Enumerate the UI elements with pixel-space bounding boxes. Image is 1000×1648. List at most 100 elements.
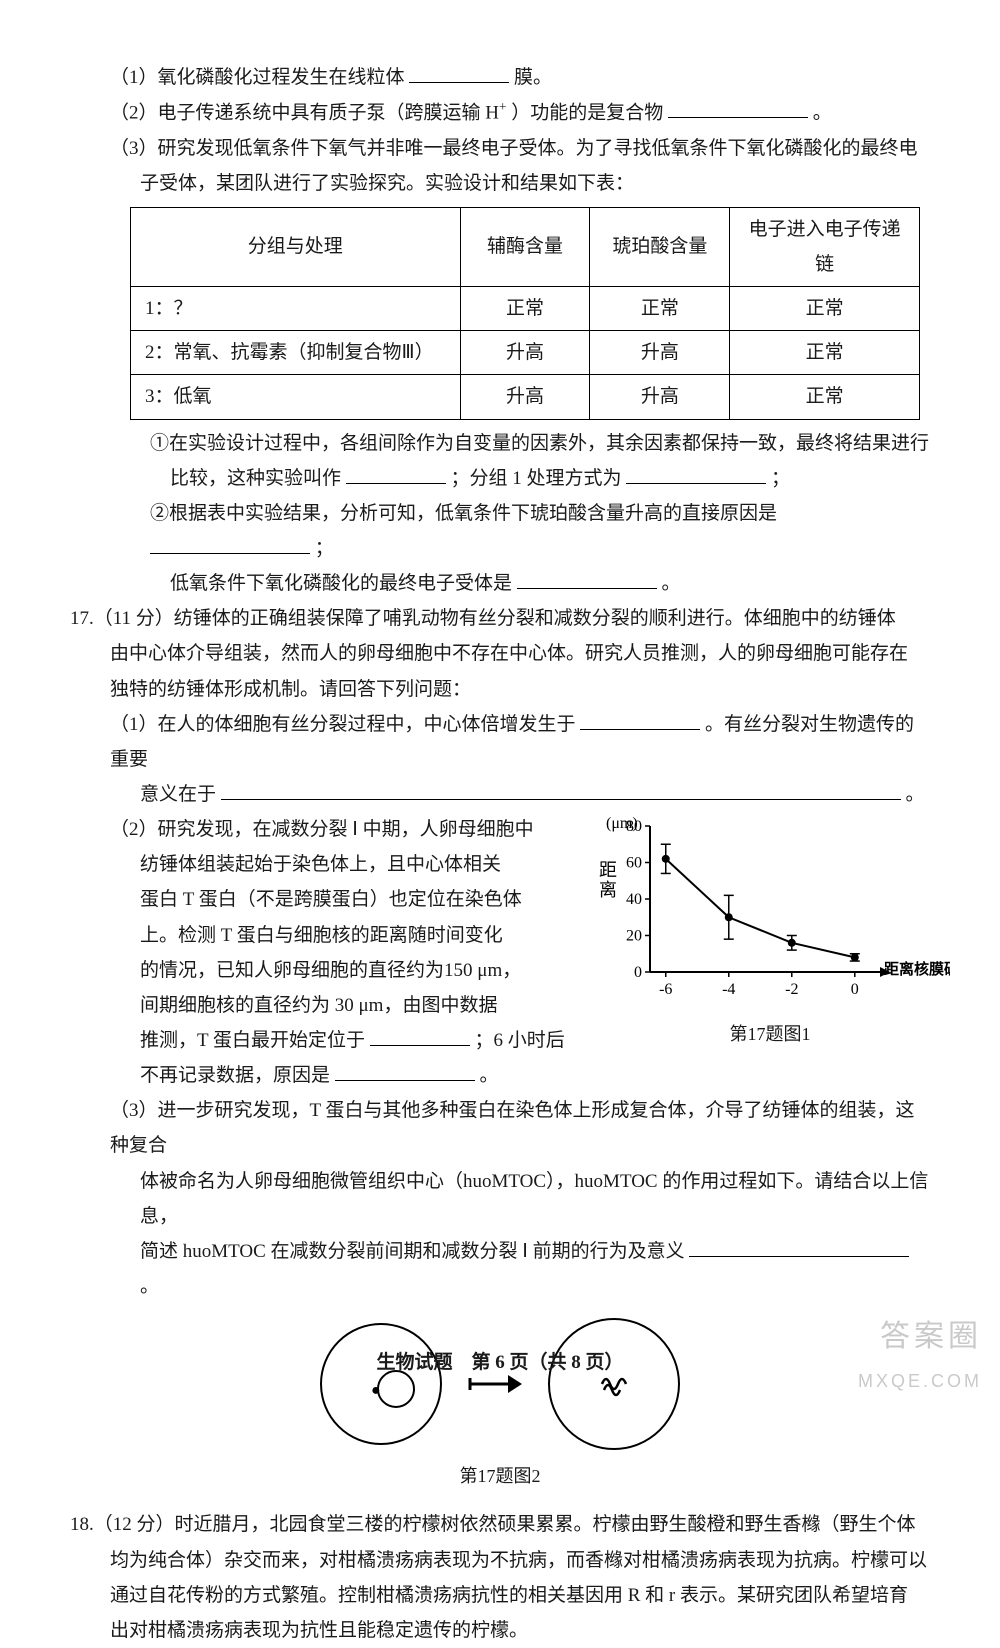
text: 。 xyxy=(140,1276,159,1297)
q17-chart: 020406080-6-4-20(μm)距离距离核膜破裂 第17题图1 xyxy=(590,812,950,1051)
table-row: 3：低氧 升高 升高 正常 xyxy=(131,375,920,419)
text: （2）电子传递系统中具有质子泵（跨膜运输 H xyxy=(110,102,499,123)
td: 升高 xyxy=(590,331,730,375)
th: 分组与处理 xyxy=(131,207,461,286)
blank[interactable] xyxy=(221,779,901,800)
text: 。 xyxy=(906,784,925,805)
q17-3-l1: （3）进一步研究发现，T 蛋白与其他多种蛋白在染色体上形成复合体，介导了纺锤体的… xyxy=(70,1093,930,1163)
q16-s1a: ①在实验设计过程中，各组间除作为自变量的因素外，其余因素都保持一致，最终将结果进… xyxy=(70,426,930,461)
svg-text:-6: -6 xyxy=(659,981,672,998)
text: ； xyxy=(771,468,790,489)
q17-2-l6: 间期细胞核的直径约为 30 μm，由图中数据 xyxy=(70,988,570,1023)
page-footer: 生物试题 第 6 页（共 8 页） xyxy=(0,1345,1000,1380)
watermark: 答案圈 MXQE.COM xyxy=(858,1309,982,1398)
diagram-caption: 第17题图2 xyxy=(70,1460,930,1493)
svg-text:0: 0 xyxy=(851,981,859,998)
svg-text:距离核膜破裂: 距离核膜破裂 xyxy=(884,960,950,978)
svg-text:-4: -4 xyxy=(722,981,735,998)
text: 。 xyxy=(813,102,832,123)
blank[interactable] xyxy=(668,98,808,119)
experiment-table: 分组与处理 辅酶含量 琥珀酸含量 电子进入电子传递链 1：？ 正常 正常 正常 … xyxy=(130,207,920,420)
td: 升高 xyxy=(590,375,730,419)
q17-2-l8: 不再记录数据，原因是 。 xyxy=(70,1058,570,1093)
q17-1b: 意义在于 。 xyxy=(70,777,930,812)
q16-3b: 子受体，某团队进行了实验探究。实验设计和结果如下表： xyxy=(70,166,930,201)
q17-2-l2: 纺锤体组装起始于染色体上，且中心体相关 xyxy=(70,847,570,882)
q16-3a: （3）研究发现低氧条件下氧气并非唯一最终电子受体。为了寻找低氧条件下氧化磷酸化的… xyxy=(70,131,930,166)
q17-2-l5: 的情况，已知人卵母细胞的直径约为150 μm， xyxy=(70,953,570,988)
blank[interactable] xyxy=(150,533,310,554)
blank[interactable] xyxy=(346,463,446,484)
q17-2-l1: （2）研究发现，在减数分裂 Ⅰ 中期，人卵母细胞中 xyxy=(70,812,570,847)
svg-text:20: 20 xyxy=(626,928,642,945)
blank[interactable] xyxy=(689,1236,909,1257)
svg-text:60: 60 xyxy=(626,855,642,872)
blank[interactable] xyxy=(335,1060,475,1081)
text: 17.（11 分）纺锤体的正确组装保障了哺乳动物有丝分裂和减数分裂的顺利进行。体… xyxy=(70,608,896,629)
q16-1: （1）氧化磷酸化过程发生在线粒体 膜。 xyxy=(70,60,930,95)
q17-2-l7: 推测，T 蛋白最开始定位于 ；6 小时后 xyxy=(70,1023,570,1058)
svg-text:●: ● xyxy=(371,1382,381,1399)
blank[interactable] xyxy=(409,62,509,83)
q17-1a: （1）在人的体细胞有丝分裂过程中，中心体倍增发生于 。有丝分裂对生物遗传的重要 xyxy=(70,707,930,777)
watermark-line1: 答案圈 xyxy=(858,1309,982,1365)
blank[interactable] xyxy=(580,709,700,730)
text: ； xyxy=(315,538,334,559)
q17-head1: 17.（11 分）纺锤体的正确组装保障了哺乳动物有丝分裂和减数分裂的顺利进行。体… xyxy=(70,601,930,636)
q17-part2-text: （2）研究发现，在减数分裂 Ⅰ 中期，人卵母细胞中 纺锤体组装起始于染色体上，且… xyxy=(70,812,570,1093)
q17-part2-wrap: （2）研究发现，在减数分裂 Ⅰ 中期，人卵母细胞中 纺锤体组装起始于染色体上，且… xyxy=(70,812,930,1093)
td: 正常 xyxy=(730,375,920,419)
text: （3）研究发现低氧条件下氧气并非唯一最终电子受体。为了寻找低氧条件下氧化磷酸化的… xyxy=(110,138,918,159)
blank[interactable] xyxy=(626,463,766,484)
text: 推测，T 蛋白最开始定位于 xyxy=(140,1030,365,1051)
text: 意义在于 xyxy=(140,784,216,805)
text: ；分组 1 处理方式为 xyxy=(451,468,622,489)
blank[interactable] xyxy=(517,568,657,589)
text: ）功能的是复合物 xyxy=(511,102,663,123)
table-row: 2：常氧、抗霉素（抑制复合物Ⅲ） 升高 升高 正常 xyxy=(131,331,920,375)
svg-text:-2: -2 xyxy=(785,981,798,998)
svg-text:0: 0 xyxy=(634,964,642,981)
q17-diagram: ● xyxy=(70,1314,930,1454)
table-row: 1：？ 正常 正常 正常 xyxy=(131,287,920,331)
superscript-plus: + xyxy=(499,99,507,114)
text: ①在实验设计过程中，各组间除作为自变量的因素外，其余因素都保持一致，最终将结果进… xyxy=(150,433,929,454)
td: 正常 xyxy=(730,331,920,375)
q18-l2: 均为纯合体）杂交而来，对柑橘溃疡病表现为不抗病，而香橼对柑橘溃疡病表现为抗病。柠… xyxy=(70,1543,930,1578)
q16-s2a: ②根据表中实验结果，分析可知，低氧条件下琥珀酸含量升高的直接原因是 ； xyxy=(70,496,930,566)
q17-2-l4: 上。检测 T 蛋白与细胞核的距离随时间变化 xyxy=(70,918,570,953)
q17-head3: 独特的纺锤体形成机制。请回答下列问题： xyxy=(70,672,930,707)
td: 升高 xyxy=(460,331,590,375)
q17-2-l3: 蛋白 T 蛋白（不是跨膜蛋白）也定位在染色体 xyxy=(70,882,570,917)
q18-l4: 出对柑橘溃疡病表现为抗性且能稳定遗传的柠檬。 xyxy=(70,1613,930,1648)
text: 简述 huoMTOC 在减数分裂前间期和减数分裂 Ⅰ 前期的行为及意义 xyxy=(140,1241,685,1262)
text: 独特的纺锤体形成机制。请回答下列问题： xyxy=(110,679,471,700)
text: 膜。 xyxy=(514,67,552,88)
th: 辅酶含量 xyxy=(460,207,590,286)
text: 由中心体介导组装，然而人的卵母细胞中不存在中心体。研究人员推测，人的卵母细胞可能… xyxy=(110,643,908,664)
text: （1）在人的体细胞有丝分裂过程中，中心体倍增发生于 xyxy=(110,714,576,735)
text: ②根据表中实验结果，分析可知，低氧条件下琥珀酸含量升高的直接原因是 xyxy=(150,503,777,524)
q18-l1: 18.（12 分）时近腊月，北园食堂三楼的柠檬树依然硕果累累。柠檬由野生酸橙和野… xyxy=(70,1507,930,1542)
text: 比较，这种实验叫作 xyxy=(170,468,341,489)
q17-head2: 由中心体介导组装，然而人的卵母细胞中不存在中心体。研究人员推测，人的卵母细胞可能… xyxy=(70,636,930,671)
text: 。 xyxy=(480,1065,499,1086)
diagram-cell-after xyxy=(544,1314,684,1454)
text: ；6 小时后 xyxy=(475,1030,565,1051)
watermark-line2: MXQE.COM xyxy=(858,1365,982,1398)
td: 3：低氧 xyxy=(131,375,461,419)
svg-text:(μm): (μm) xyxy=(606,815,638,832)
text: （1）氧化磷酸化过程发生在线粒体 xyxy=(110,67,405,88)
td: 正常 xyxy=(460,287,590,331)
th: 琥珀酸含量 xyxy=(590,207,730,286)
q16-2: （2）电子传递系统中具有质子泵（跨膜运输 H+ ）功能的是复合物 。 xyxy=(70,95,930,130)
td: 1：？ xyxy=(131,287,461,331)
svg-text:40: 40 xyxy=(626,891,642,908)
chart-caption: 第17题图1 xyxy=(590,1018,950,1051)
text: 子受体，某团队进行了实验探究。实验设计和结果如下表： xyxy=(140,173,634,194)
blank[interactable] xyxy=(370,1025,470,1046)
text: 低氧条件下氧化磷酸化的最终电子受体是 xyxy=(170,573,512,594)
q16-s1b: 比较，这种实验叫作 ；分组 1 处理方式为 ； xyxy=(70,461,930,496)
q17-3-l2: 体被命名为人卵母细胞微管组织中心（huoMTOC），huoMTOC 的作用过程如… xyxy=(70,1164,930,1234)
text: 。 xyxy=(662,573,681,594)
